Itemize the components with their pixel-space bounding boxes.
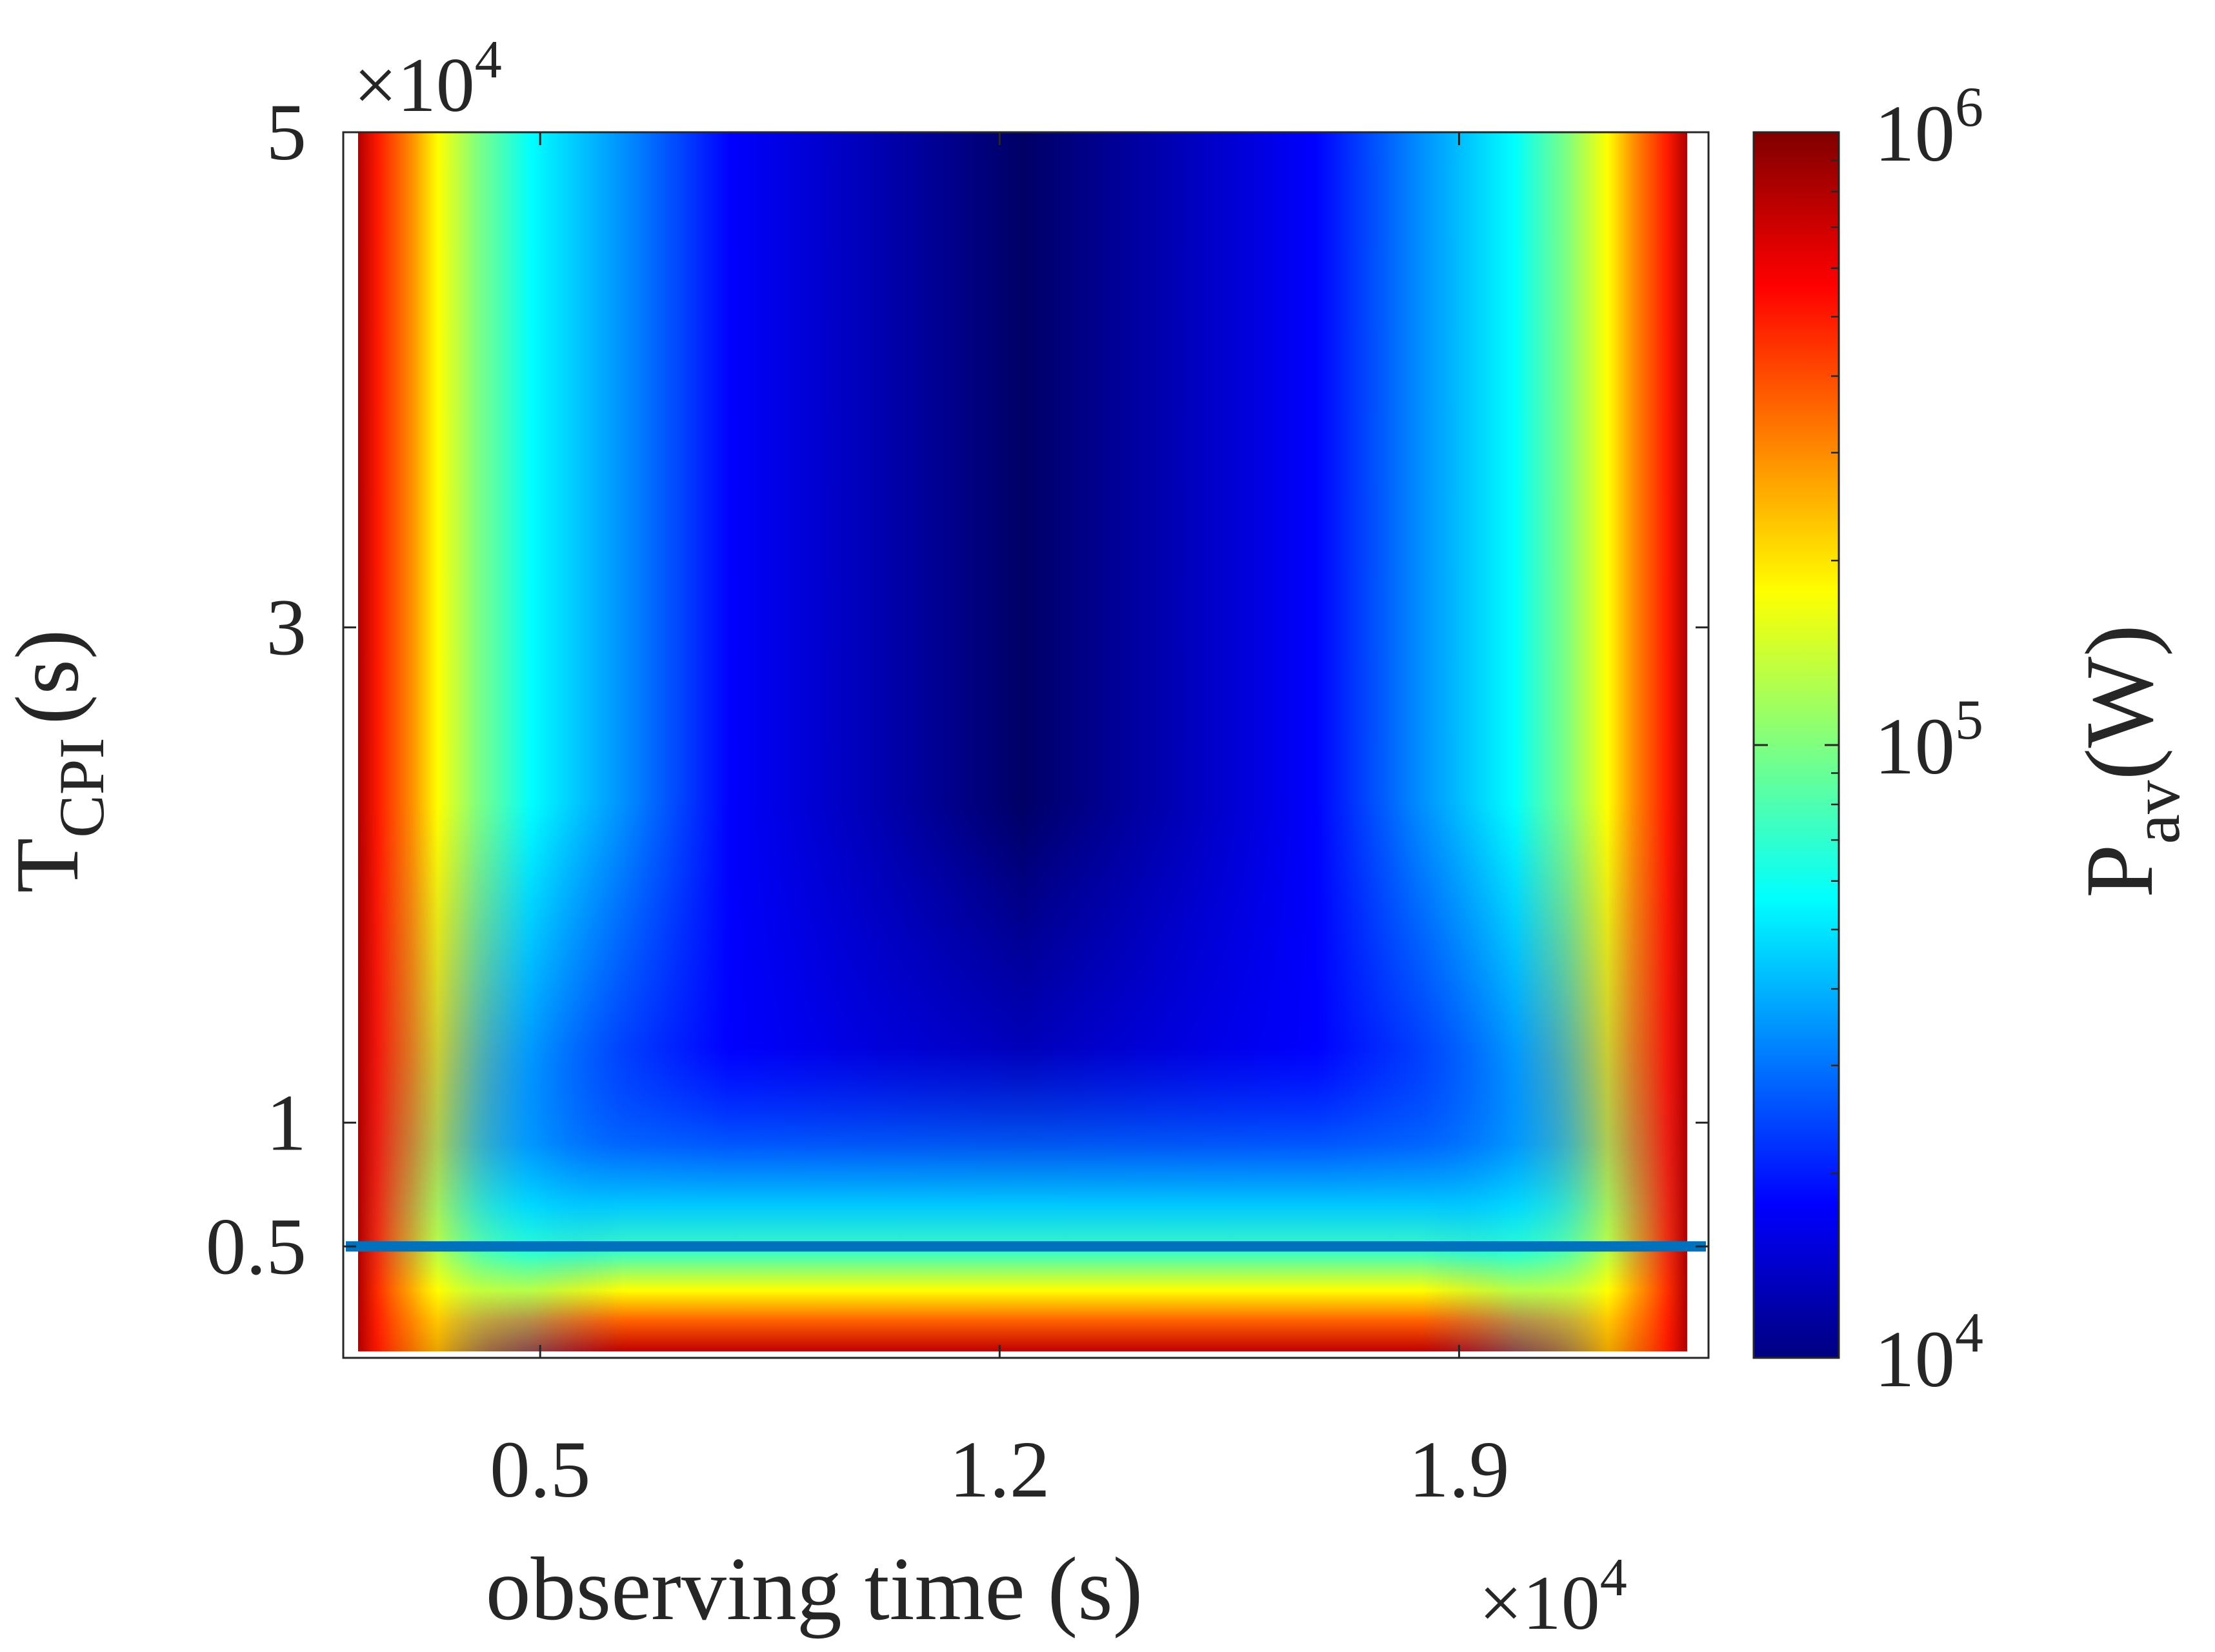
y-multiplier: ×104 (354, 30, 502, 128)
y-label-sub: CPI (46, 737, 117, 838)
colorbar-tick-label: 104 (1874, 1302, 1983, 1404)
y-tick-label: 0.5 (206, 1202, 306, 1291)
y-axis-label: TCPI (s) (0, 630, 117, 893)
y-multiplier-exponent: 4 (475, 30, 502, 90)
x-multiplier: ×104 (1479, 1548, 1627, 1646)
x-multiplier-base: 10 (1523, 1560, 1600, 1646)
colorbar-tick-label: 106 (1874, 76, 1983, 179)
x-tick-label: 0.5 (490, 1426, 590, 1515)
y-tick-label: 5 (266, 88, 307, 177)
colorbar-label-main: P (2066, 844, 2173, 898)
colorbar-label: Pav(W) (2066, 624, 2194, 898)
x-axis-label: observing time (s) (486, 1539, 1143, 1639)
x-axis-ticks: 0.5 1.2 1.9 (490, 132, 1510, 1515)
y-tick-label: 1 (266, 1079, 307, 1168)
x-tick-label: 1.9 (1408, 1426, 1509, 1515)
colorbar-label-unit: (W) (2066, 624, 2173, 780)
y-label-main: T (0, 838, 97, 893)
colorbar-minor-ticks (1831, 159, 1839, 1175)
plot-frame (342, 131, 1710, 1359)
x-tick-label: 1.2 (949, 1426, 1050, 1515)
x-multiplier-exponent: 4 (1600, 1548, 1627, 1607)
y-tick-label: 3 (266, 584, 307, 673)
colorbar-tick-label: 105 (1874, 689, 1983, 791)
y-axis-ticks: 0.5 1 3 5 (206, 88, 1709, 1291)
y-label-unit: (s) (0, 630, 97, 725)
colorbar-ticks: 104 105 106 (1754, 76, 1983, 1404)
heatmap-surface (358, 132, 1687, 1351)
colorbar-label-sub: av (2118, 780, 2194, 844)
y-multiplier-base: 10 (397, 42, 475, 128)
